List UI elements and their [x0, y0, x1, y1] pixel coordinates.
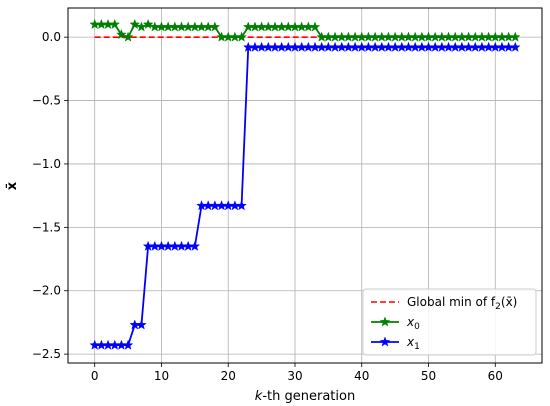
- legend-x0-sub: 0: [414, 322, 420, 332]
- y-tick-label: −1.0: [32, 157, 61, 171]
- x-axis-label-italic: k: [255, 389, 263, 404]
- legend-label-reference: Global min of f2(x̄): [407, 295, 517, 312]
- series-x0: [89, 18, 521, 42]
- data-point-x1: [509, 41, 521, 52]
- series-line-x0: [94, 23, 516, 39]
- data-point-x0: [109, 18, 121, 29]
- series-layer: [89, 18, 521, 350]
- data-point-x0: [129, 18, 141, 29]
- legend-x1-main: x: [406, 335, 415, 349]
- legend-swatch-marker: [379, 316, 391, 327]
- legend-reference-sub: 2: [495, 302, 501, 312]
- legend: Global min of f2(x̄) x0 x1: [362, 288, 537, 356]
- legend-label-x0: x0: [406, 315, 420, 332]
- data-point-x0: [309, 21, 321, 32]
- x-tick-label: 20: [221, 369, 236, 383]
- data-point-x0: [236, 31, 247, 42]
- plot-frame: [67, 7, 543, 364]
- legend-reference-text: Global min of f: [407, 295, 496, 309]
- data-point-x0: [142, 18, 154, 29]
- series-line-x1: [94, 46, 516, 347]
- legend-label-x1: x1: [406, 335, 420, 352]
- x-tick-label: 0: [91, 369, 99, 383]
- grid: [68, 8, 542, 363]
- data-point-x0: [509, 31, 521, 42]
- data-point-x0: [136, 21, 147, 32]
- x-tick-label: 10: [154, 369, 169, 383]
- legend-swatch-x0: [371, 316, 399, 327]
- y-tick-label: −2.5: [32, 347, 61, 361]
- data-point-x0: [209, 21, 221, 32]
- axis-ticks: 0 10 20 30 40 50 600.0−0.5−1.0−1.5−2.0−2.5: [32, 30, 503, 383]
- legend-box: [362, 288, 537, 356]
- y-axis-label: x̄: [5, 181, 20, 190]
- y-tick-label: −2.0: [32, 284, 61, 298]
- data-point-x1: [136, 319, 147, 330]
- x-axis-label-rest: -th generation: [262, 389, 355, 404]
- x-tick-label: 30: [287, 369, 302, 383]
- legend-reference-tail: (x̄): [501, 295, 517, 309]
- legend-x0-main: x: [406, 315, 415, 329]
- data-point-x1: [122, 339, 134, 350]
- x-tick-label: 50: [421, 369, 436, 383]
- data-point-x0: [116, 29, 127, 40]
- x-tick-label: 60: [488, 369, 503, 383]
- data-point-x1: [236, 200, 247, 211]
- series-x1: [89, 41, 521, 350]
- y-tick-label: 0.0: [42, 30, 61, 44]
- x-axis-label: k-th generation: [255, 389, 355, 404]
- y-tick-label: −0.5: [32, 94, 61, 108]
- legend-swatch-marker: [379, 336, 391, 347]
- legend-swatch-x1: [371, 336, 399, 347]
- y-tick-label: −1.5: [32, 220, 61, 234]
- data-point-x0: [122, 31, 134, 42]
- legend-x1-sub: 1: [414, 342, 420, 352]
- x-tick-label: 40: [354, 369, 369, 383]
- data-point-x1: [189, 240, 201, 251]
